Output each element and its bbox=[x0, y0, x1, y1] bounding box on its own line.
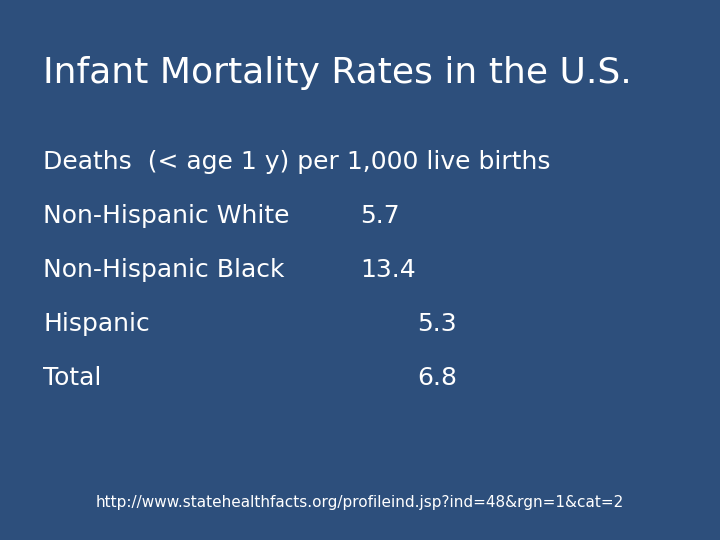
Text: Non-Hispanic Black: Non-Hispanic Black bbox=[43, 258, 284, 282]
Text: Hispanic: Hispanic bbox=[43, 312, 150, 336]
Text: 6.8: 6.8 bbox=[418, 366, 458, 390]
Text: Total: Total bbox=[43, 366, 102, 390]
Text: Infant Mortality Rates in the U.S.: Infant Mortality Rates in the U.S. bbox=[43, 56, 632, 90]
Text: Deaths  (< age 1 y) per 1,000 live births: Deaths (< age 1 y) per 1,000 live births bbox=[43, 150, 551, 174]
Text: http://www.statehealthfacts.org/profileind.jsp?ind=48&rgn=1&cat=2: http://www.statehealthfacts.org/profilei… bbox=[96, 495, 624, 510]
Text: Non-Hispanic White: Non-Hispanic White bbox=[43, 204, 289, 228]
Text: 5.3: 5.3 bbox=[418, 312, 457, 336]
Text: 5.7: 5.7 bbox=[360, 204, 400, 228]
Text: 13.4: 13.4 bbox=[360, 258, 415, 282]
